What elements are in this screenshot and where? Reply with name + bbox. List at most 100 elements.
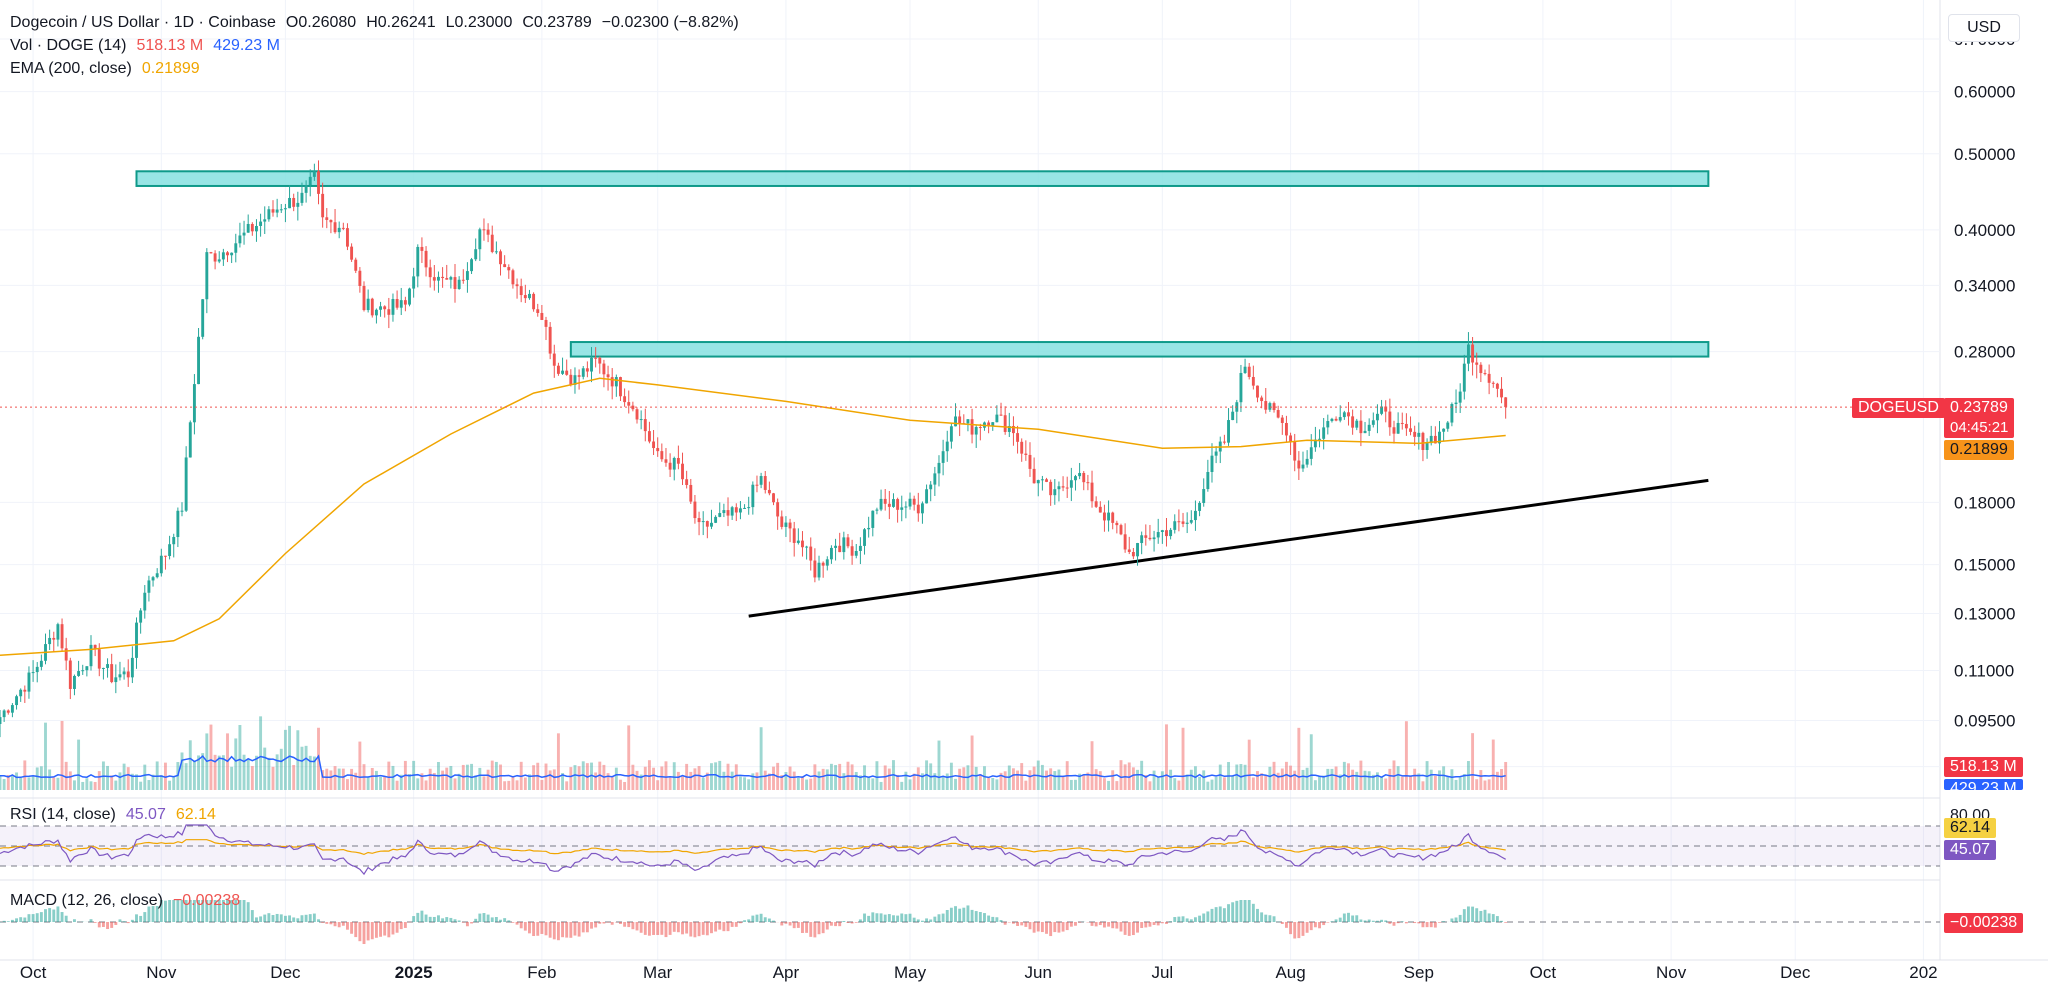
candle-body: [64, 648, 68, 661]
candle-body: [892, 499, 895, 507]
candle-body: [647, 431, 651, 442]
macd-bar: [1036, 922, 1040, 932]
candle-body: [602, 363, 606, 375]
macd-bar: [1293, 922, 1297, 939]
macd-bar: [139, 915, 143, 922]
candle-body: [19, 689, 23, 697]
volume-bar: [337, 768, 341, 790]
volume-bar: [1243, 764, 1247, 790]
macd-bar: [639, 922, 643, 933]
macd-bar: [883, 914, 887, 922]
candle-body: [532, 293, 536, 310]
macd-bar: [978, 912, 982, 922]
volume-bar: [416, 778, 420, 790]
time-tick-label: May: [894, 963, 927, 982]
volume-bar: [1198, 776, 1202, 790]
candle-body: [1276, 410, 1280, 418]
candle-body: [1243, 366, 1247, 373]
volume-bar: [1392, 760, 1396, 790]
volume-bar: [246, 758, 250, 790]
volume-bar: [1210, 779, 1214, 790]
macd-bar: [172, 900, 176, 922]
volume-bar: [23, 760, 27, 790]
volume-bar: [283, 729, 287, 790]
macd-bar: [1442, 921, 1446, 922]
volume-bar: [879, 781, 883, 790]
volume-bar: [428, 768, 432, 790]
candle-body: [1495, 383, 1499, 389]
macd-bar: [308, 914, 312, 922]
volume-bar: [1446, 776, 1450, 790]
volume-bar: [271, 766, 275, 790]
macd-bar: [813, 922, 817, 938]
legend-ema-value: 0.21899: [141, 60, 200, 77]
macd-bar: [1309, 922, 1313, 931]
candle-body: [1011, 426, 1015, 434]
volume-bar: [1421, 781, 1425, 790]
volume-bar: [147, 780, 151, 790]
candle-body: [780, 516, 784, 527]
candle-body: [581, 368, 585, 377]
legend-volume[interactable]: Vol · DOGE (14) 518.13 M 429.23 M: [10, 37, 290, 55]
volume-bar: [300, 746, 304, 790]
macd-bar: [1305, 922, 1309, 933]
volume-bar: [250, 766, 254, 790]
macd-bar: [424, 914, 428, 922]
candle-body: [159, 555, 163, 574]
volume-bar: [755, 772, 759, 790]
candle-body: [1404, 423, 1408, 429]
legend-macd[interactable]: MACD (12, 26, close) −0.00238: [10, 892, 250, 910]
volume-bar: [1111, 770, 1115, 790]
volume-bar: [561, 773, 565, 790]
candle-body: [77, 671, 81, 676]
legend-rsi[interactable]: RSI (14, close) 45.07 62.14: [10, 806, 226, 824]
volume-bar: [15, 772, 18, 790]
candle-body: [1131, 552, 1135, 557]
candle-body: [1318, 438, 1321, 440]
volume-bar: [370, 768, 374, 790]
macd-bar: [1487, 913, 1491, 922]
volume-bar: [974, 766, 978, 790]
volume-bar: [1165, 724, 1168, 790]
macd-bar: [867, 915, 871, 922]
macd-bar: [792, 922, 796, 929]
macd-bar: [1355, 915, 1359, 922]
candle-body: [929, 484, 933, 490]
candle-body: [676, 457, 680, 464]
price-tick-label: 0.13000: [1954, 604, 2015, 623]
candle-body: [147, 580, 151, 593]
volume-bar: [1264, 774, 1268, 790]
macd-bar: [962, 907, 966, 922]
candle-body: [1375, 413, 1379, 421]
volume-bar: [995, 779, 999, 790]
volume-bar: [908, 779, 912, 790]
candle-body: [606, 374, 610, 378]
legend-symbol[interactable]: Dogecoin / US Dollar · 1D · Coinbase: [10, 14, 276, 31]
volume-bar: [1454, 779, 1458, 790]
macd-bar: [437, 915, 440, 922]
legend-ema[interactable]: EMA (200, close) 0.21899: [10, 60, 210, 78]
volume-bar: [1417, 773, 1421, 790]
macd-bar: [879, 913, 883, 922]
candle-body: [978, 427, 982, 429]
currency-selector[interactable]: USD: [1948, 14, 2020, 42]
macd-bar: [519, 922, 523, 929]
candle-body: [900, 507, 904, 510]
macd-bar: [565, 922, 569, 938]
volume-bar: [916, 767, 920, 790]
legend-title: Dogecoin / US Dollar · 1D · Coinbase O0.2…: [10, 14, 739, 31]
macd-bar: [176, 900, 180, 922]
candle-body: [821, 562, 825, 566]
macd-bar: [164, 900, 167, 922]
rsi-ma-tag: 62.14: [1944, 818, 1997, 838]
macd-bar: [188, 900, 192, 922]
macd-bar: [1020, 922, 1024, 926]
candle-body: [321, 193, 325, 218]
candle-body: [1222, 441, 1226, 443]
macd-bar: [933, 916, 937, 922]
volume-bar: [1144, 775, 1148, 790]
volume-bar: [1222, 777, 1226, 790]
volume-bar: [424, 780, 428, 790]
macd-bar: [796, 922, 800, 928]
